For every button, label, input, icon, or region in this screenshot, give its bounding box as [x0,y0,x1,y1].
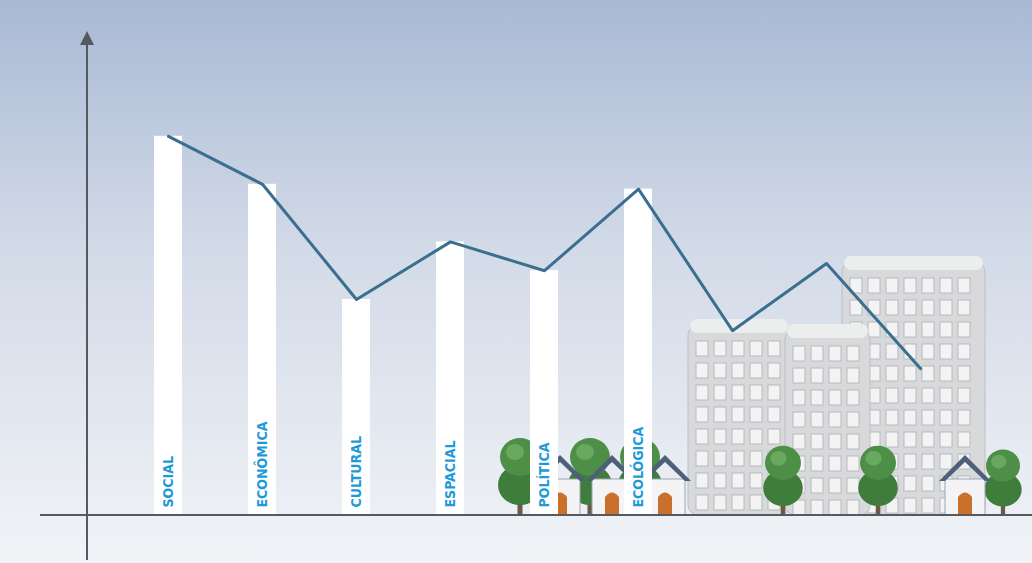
svg-text:SOCIAL: SOCIAL [160,456,176,507]
svg-text:ECONÔMICA: ECONÔMICA [253,421,270,507]
svg-text:ESPACIAL: ESPACIAL [442,440,458,507]
svg-text:POLÍTICA: POLÍTICA [536,442,552,507]
svg-text:CULTURAL: CULTURAL [348,436,364,507]
svg-text:ECOLÓGICA: ECOLÓGICA [629,426,646,507]
